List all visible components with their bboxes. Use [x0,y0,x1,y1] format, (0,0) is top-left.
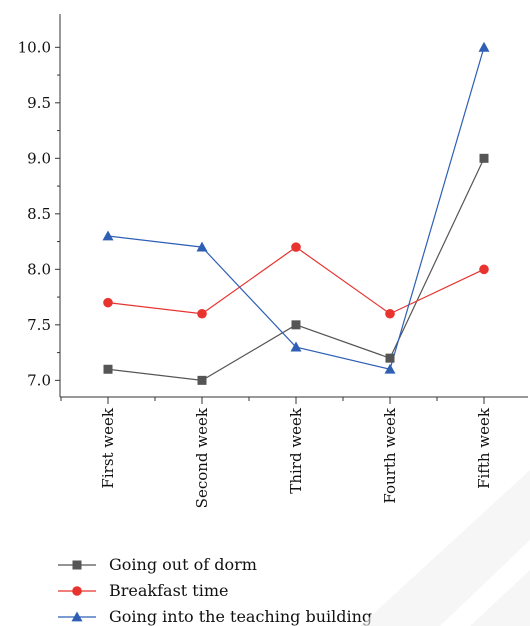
data-point-triangle [290,341,302,352]
data-point-triangle [478,41,490,52]
data-point-square [72,560,82,570]
y-tick-label: 9.0 [27,149,51,167]
data-point-triangle [384,363,396,374]
data-point-circle [72,586,82,596]
data-point-circle [197,308,207,319]
y-tick-label: 9.5 [27,94,51,112]
x-tick-label: First week [99,407,117,488]
y-tick-label: 7.0 [27,371,51,389]
data-point-triangle [102,230,114,241]
data-point-square [385,353,395,363]
data-point-square [197,375,207,385]
data-point-circle [291,242,301,252]
x-tick-label: Third week [287,407,305,494]
x-axis: First week Second week Third week Fourth we… [60,396,528,508]
legend: Going out of dorm Breakfast time Going int… [58,555,372,626]
y-axis: 7.0 7.5 8.0 8.5 9.0 9.5 10.0 [18,14,61,397]
series-line [107,246,485,315]
x-tick-label: Fifth week [475,407,493,489]
y-tick-label: 10.0 [18,38,51,56]
data-point-square [103,364,113,374]
x-tick-label: Fourth week [381,407,399,503]
series-lines [107,47,485,381]
data-point-circle [103,297,113,308]
x-tick-label: Second week [193,407,211,508]
legend-label: Breakfast time [109,581,228,600]
data-point-triangle [196,241,208,252]
y-tick-label: 7.5 [27,316,51,334]
series-markers [102,41,490,385]
y-tick-label: 8.0 [27,260,51,278]
data-point-triangle [71,611,83,622]
data-point-square [479,153,489,163]
legend-label: Going into the teaching building [109,607,372,626]
y-tick-label: 8.5 [27,205,51,223]
data-point-circle [479,264,489,275]
data-point-square [291,320,301,330]
data-point-circle [385,308,395,319]
legend-label: Going out of dorm [109,555,257,574]
